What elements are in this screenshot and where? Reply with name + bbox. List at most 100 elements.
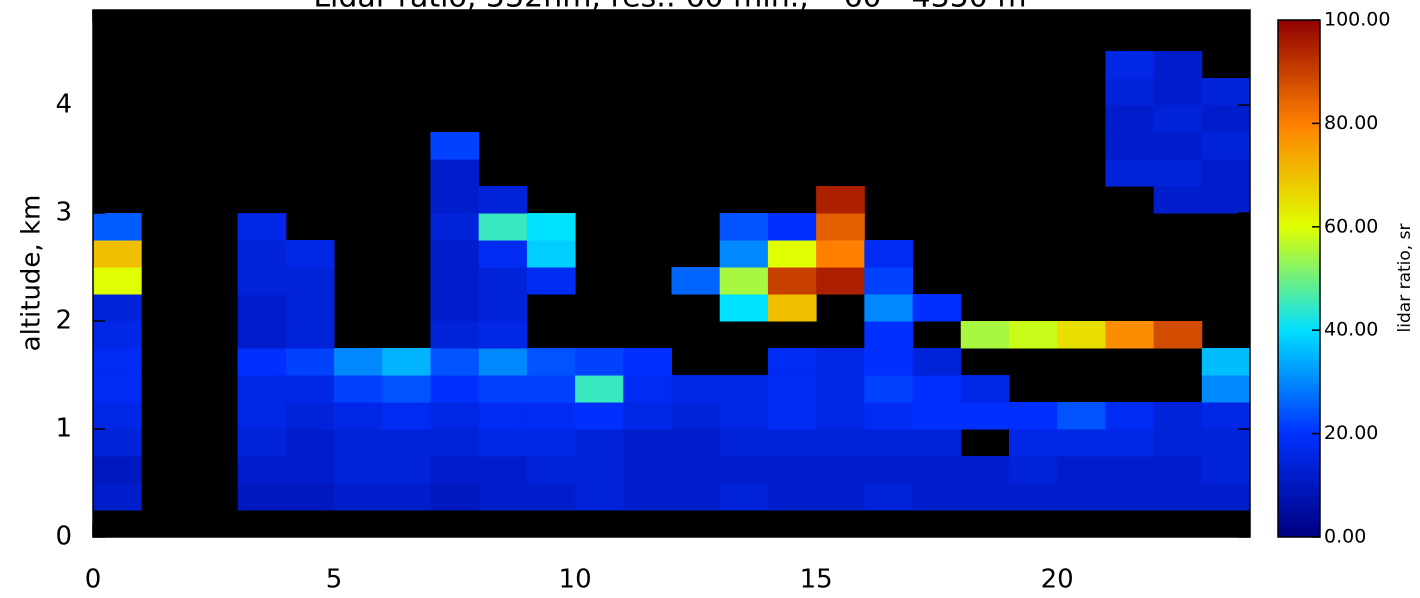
heatmap-cell bbox=[671, 483, 721, 511]
heatmap-cell bbox=[334, 402, 383, 430]
heatmap-cell bbox=[671, 429, 721, 457]
heatmap-cell bbox=[1201, 105, 1251, 133]
heatmap-cell bbox=[816, 267, 865, 295]
heatmap-cell bbox=[1105, 402, 1155, 430]
heatmap-cell bbox=[719, 213, 769, 241]
heatmap-cell bbox=[864, 348, 914, 376]
heatmap-cell bbox=[864, 483, 914, 511]
heatmap-cell bbox=[478, 186, 528, 214]
x-tick-label: 0 bbox=[85, 565, 102, 595]
heatmap-cell bbox=[526, 429, 576, 457]
heatmap-cell bbox=[767, 294, 817, 322]
heatmap-cell bbox=[1201, 429, 1251, 457]
heatmap-cell bbox=[285, 429, 335, 457]
heatmap-cell bbox=[526, 375, 576, 403]
heatmap-cell bbox=[237, 321, 287, 349]
heatmap-cell bbox=[1153, 159, 1203, 187]
heatmap-cell bbox=[864, 456, 914, 484]
heatmap-cell bbox=[93, 483, 142, 511]
heatmap-cell bbox=[1057, 429, 1106, 457]
colorbar-label: lidar ratio, sr bbox=[1395, 224, 1415, 333]
heatmap-cell bbox=[1201, 483, 1251, 511]
heatmap-cell bbox=[334, 429, 383, 457]
heatmap-cell bbox=[93, 429, 142, 457]
heatmap-cell bbox=[912, 375, 962, 403]
heatmap-cell bbox=[623, 456, 672, 484]
heatmap-cell bbox=[816, 483, 865, 511]
heatmap-cell bbox=[864, 402, 914, 430]
heatmap-cell bbox=[912, 429, 962, 457]
heatmap-cell bbox=[960, 321, 1010, 349]
heatmap-cell bbox=[285, 267, 335, 295]
y-tick-label: 1 bbox=[55, 414, 72, 444]
heatmap-cell bbox=[478, 240, 528, 268]
heatmap-cell bbox=[767, 267, 817, 295]
heatmap-cell bbox=[912, 483, 962, 511]
heatmap-cell bbox=[575, 375, 624, 403]
heatmap-cell bbox=[478, 402, 528, 430]
colorbar-tick-label: 60.00 bbox=[1324, 215, 1378, 237]
heatmap-cell bbox=[1153, 51, 1203, 79]
heatmap-cell bbox=[430, 375, 480, 403]
heatmap-cell bbox=[334, 483, 383, 511]
heatmap-cell bbox=[237, 429, 287, 457]
heatmap-cell bbox=[93, 321, 142, 349]
heatmap-cell bbox=[430, 132, 480, 160]
heatmap-cell bbox=[719, 402, 769, 430]
heatmap-cell bbox=[430, 321, 480, 349]
heatmap-cell bbox=[1201, 375, 1251, 403]
heatmap-cell bbox=[1201, 402, 1251, 430]
heatmap-cell bbox=[285, 348, 335, 376]
heatmap-cell bbox=[1057, 402, 1106, 430]
heatmap-cell bbox=[478, 429, 528, 457]
colorbar-tick-label: 80.00 bbox=[1324, 112, 1378, 134]
heatmap-cell bbox=[575, 456, 624, 484]
heatmap-cell bbox=[285, 240, 335, 268]
colorbar bbox=[1277, 19, 1321, 538]
heatmap-cell bbox=[382, 429, 431, 457]
heatmap-cell bbox=[526, 456, 576, 484]
heatmap-cell bbox=[575, 348, 624, 376]
heatmap-cell bbox=[237, 294, 287, 322]
heatmap-cell bbox=[526, 402, 576, 430]
heatmap-cell bbox=[430, 186, 480, 214]
heatmap-cell bbox=[912, 456, 962, 484]
heatmap-cell bbox=[478, 456, 528, 484]
heatmap-cell bbox=[767, 375, 817, 403]
heatmap-cell bbox=[816, 456, 865, 484]
heatmap-cell bbox=[1153, 402, 1203, 430]
heatmap-cell bbox=[1105, 483, 1155, 511]
plot-frame bbox=[92, 9, 1251, 538]
heatmap-cell bbox=[237, 375, 287, 403]
y-tick-label: 4 bbox=[55, 90, 72, 120]
heatmap-cell bbox=[478, 348, 528, 376]
heatmap-cell bbox=[1153, 321, 1203, 349]
heatmap-cell bbox=[671, 402, 721, 430]
heatmap-cell bbox=[1008, 321, 1058, 349]
heatmap-cell bbox=[623, 402, 672, 430]
heatmap-cell bbox=[864, 321, 914, 349]
heatmap-cell bbox=[430, 294, 480, 322]
heatmap-cell bbox=[1153, 105, 1203, 133]
heatmap-cell bbox=[864, 294, 914, 322]
heatmap-cell bbox=[960, 483, 1010, 511]
heatmap-cell bbox=[430, 402, 480, 430]
heatmap-cell bbox=[767, 213, 817, 241]
heatmap-cell bbox=[671, 375, 721, 403]
heatmap-cell bbox=[816, 240, 865, 268]
heatmap-cell bbox=[1105, 321, 1155, 349]
heatmap-cell bbox=[1008, 456, 1058, 484]
heatmap-cell bbox=[1201, 159, 1251, 187]
x-tick-label: 5 bbox=[326, 565, 343, 595]
heatmap-cell bbox=[1153, 483, 1203, 511]
heatmap-cell bbox=[478, 375, 528, 403]
heatmap-cell bbox=[719, 267, 769, 295]
heatmap-cell bbox=[430, 159, 480, 187]
heatmap-cell bbox=[334, 348, 383, 376]
heatmap-cell bbox=[719, 375, 769, 403]
colorbar-tick-label: 100.00 bbox=[1324, 9, 1390, 31]
heatmap-cell bbox=[623, 375, 672, 403]
heatmap-cell bbox=[285, 483, 335, 511]
heatmap-cell bbox=[478, 483, 528, 511]
